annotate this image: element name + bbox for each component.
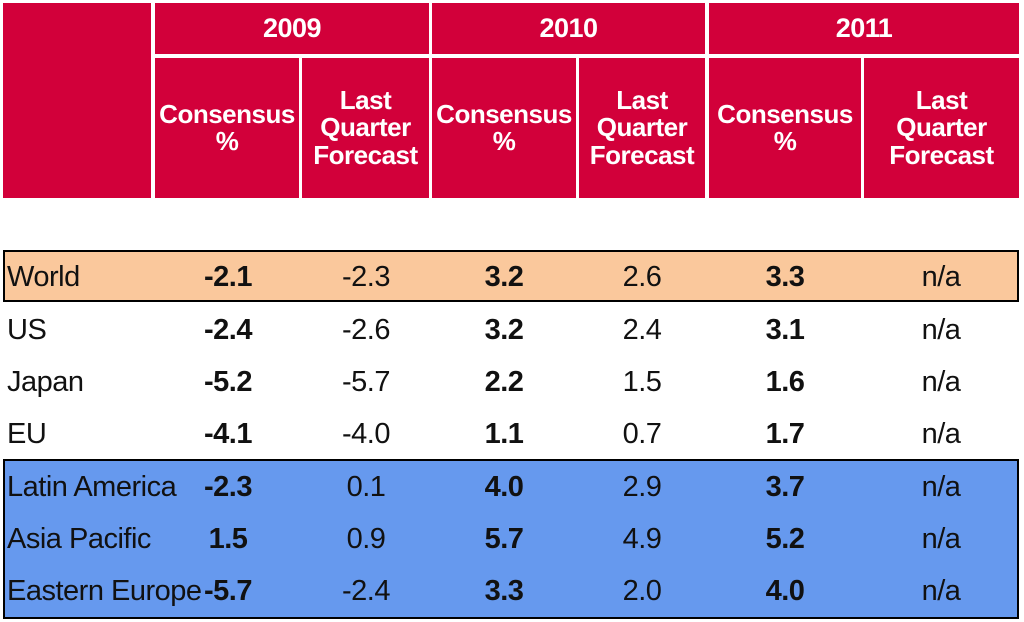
col-header-2011-last-quarter: Last Quarter Forecast: [864, 58, 1019, 198]
table-cell: 1.7: [765, 417, 805, 450]
table-cell: n/a: [921, 365, 961, 398]
world-row-band: [3, 250, 1019, 302]
table-cell: 3.1: [765, 313, 805, 346]
table-cell: n/a: [921, 417, 961, 450]
table-row: US -2.4 -2.6 3.2 2.4 3.1 n/a: [3, 304, 1019, 356]
col-header-2011-consensus: Consensus %: [709, 58, 861, 198]
table-cell: 2.2: [484, 365, 524, 398]
table-cell: 0.1: [346, 470, 386, 503]
table-row: Japan -5.2 -5.7 2.2 1.5 1.6 n/a: [3, 356, 1019, 408]
table-cell: 4.0: [765, 574, 805, 607]
row-label: World: [7, 260, 80, 293]
year-header-2011: 2011: [709, 3, 1019, 54]
table-cell: 5.7: [484, 522, 524, 555]
table-cell: 2.4: [622, 313, 662, 346]
table-cell: 0.7: [622, 417, 662, 450]
table-cell: -5.2: [204, 365, 252, 398]
year-header-2010: 2010: [432, 3, 705, 54]
year-header-2009: 2009: [155, 3, 429, 54]
col-header-2009-last-quarter: Last Quarter Forecast: [302, 58, 429, 198]
table-cell: 3.2: [484, 260, 524, 293]
table-cell: -2.6: [342, 313, 390, 346]
table-cell: 2.0: [622, 574, 662, 607]
table-row: Eastern Europe -5.7 -2.4 3.3 2.0 4.0 n/a: [3, 565, 1019, 617]
table-cell: 2.6: [622, 260, 662, 293]
table-cell: n/a: [921, 313, 961, 346]
table-row: EU -4.1 -4.0 1.1 0.7 1.7 n/a: [3, 408, 1019, 460]
row-label: Eastern Europe: [7, 574, 202, 607]
row-label: US: [7, 313, 47, 346]
table-cell: -4.1: [204, 417, 252, 450]
table-cell: 4.0: [484, 470, 524, 503]
table-cell: 3.3: [765, 260, 805, 293]
table-cell: -2.3: [342, 260, 390, 293]
table-cell: 1.5: [208, 522, 248, 555]
table-row: World -2.1 -2.3 3.2 2.6 3.3 n/a: [3, 251, 1019, 303]
table-cell: 2.9: [622, 470, 662, 503]
table-cell: -5.7: [342, 365, 390, 398]
table-cell: 0.9: [346, 522, 386, 555]
table-cell: n/a: [921, 470, 961, 503]
table-cell: 3.3: [484, 574, 524, 607]
row-label: Asia Pacific: [7, 522, 151, 555]
table-cell: 1.6: [765, 365, 805, 398]
table-cell: -2.4: [342, 574, 390, 607]
header-corner-cell: [3, 3, 151, 198]
table-cell: -2.3: [204, 470, 252, 503]
table-cell: -4.0: [342, 417, 390, 450]
table-cell: -5.7: [204, 574, 252, 607]
col-header-2010-last-quarter: Last Quarter Forecast: [579, 58, 705, 198]
table-cell: 5.2: [765, 522, 805, 555]
col-header-2009-consensus: Consensus %: [155, 58, 299, 198]
table-cell: -2.4: [204, 313, 252, 346]
table-cell: 1.5: [622, 365, 662, 398]
row-label: Latin America: [7, 470, 177, 503]
table-row: Latin America -2.3 0.1 4.0 2.9 3.7 n/a: [3, 461, 1019, 513]
col-header-2010-consensus: Consensus %: [432, 58, 576, 198]
row-label: Japan: [7, 365, 84, 398]
table-row: Asia Pacific 1.5 0.9 5.7 4.9 5.2 n/a: [3, 513, 1019, 565]
table-cell: 4.9: [622, 522, 662, 555]
row-label: EU: [7, 417, 47, 450]
table-cell: 3.7: [765, 470, 805, 503]
table-cell: 3.2: [484, 313, 524, 346]
table-cell: n/a: [921, 574, 961, 607]
table-cell: 1.1: [484, 417, 524, 450]
table-cell: n/a: [921, 522, 961, 555]
regions-band: [3, 459, 1019, 619]
table-cell: n/a: [921, 260, 961, 293]
table-cell: -2.1: [204, 260, 252, 293]
